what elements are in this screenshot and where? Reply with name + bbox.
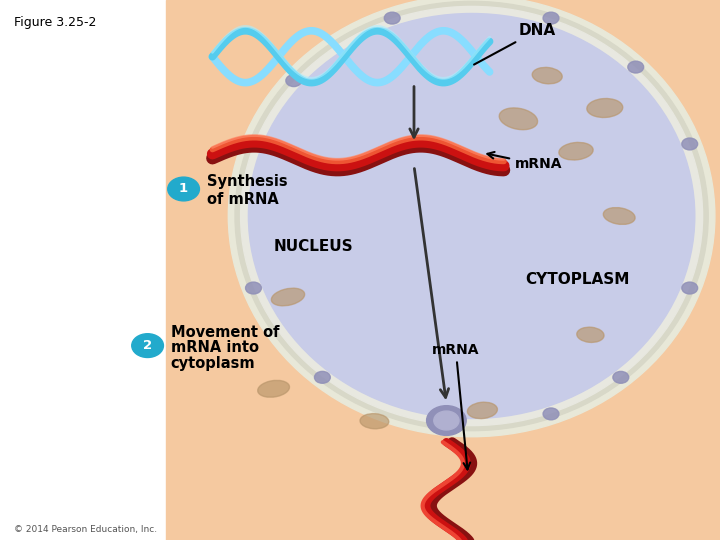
Bar [166,0,720,540]
Ellipse shape [248,14,695,418]
Ellipse shape [613,372,629,383]
Ellipse shape [559,143,593,160]
Text: CYTOPLASM: CYTOPLASM [526,272,630,287]
Ellipse shape [246,282,261,294]
Ellipse shape [543,408,559,420]
Text: of mRNA: of mRNA [207,192,279,207]
Text: DNA: DNA [474,23,556,65]
Circle shape [168,177,199,201]
Ellipse shape [235,2,708,431]
Ellipse shape [286,75,302,86]
Ellipse shape [603,207,635,225]
Ellipse shape [499,108,538,130]
Text: NUCLEUS: NUCLEUS [274,239,354,254]
Ellipse shape [467,402,498,418]
Text: © 2014 Pearson Education, Inc.: © 2014 Pearson Education, Inc. [14,524,158,534]
Text: Figure 3.25-2: Figure 3.25-2 [14,16,96,29]
Text: cytoplasm: cytoplasm [171,356,256,371]
Ellipse shape [271,288,305,306]
Ellipse shape [587,98,623,118]
Ellipse shape [433,411,459,430]
Text: mRNA: mRNA [432,343,480,469]
Text: Movement of: Movement of [171,325,279,340]
Ellipse shape [228,0,715,437]
Ellipse shape [315,372,330,383]
Ellipse shape [426,406,467,435]
Text: Synthesis: Synthesis [207,174,287,190]
Ellipse shape [543,12,559,24]
Ellipse shape [246,138,261,150]
Ellipse shape [577,327,604,342]
Ellipse shape [258,380,289,397]
Circle shape [132,334,163,357]
Ellipse shape [384,12,400,24]
Ellipse shape [532,68,562,84]
Ellipse shape [360,414,389,429]
Ellipse shape [628,61,644,73]
Ellipse shape [682,282,698,294]
Ellipse shape [682,138,698,150]
Text: mRNA: mRNA [487,152,562,172]
Text: 1: 1 [179,183,188,195]
Text: mRNA into: mRNA into [171,340,258,355]
Text: 2: 2 [143,339,152,352]
Ellipse shape [240,6,703,426]
